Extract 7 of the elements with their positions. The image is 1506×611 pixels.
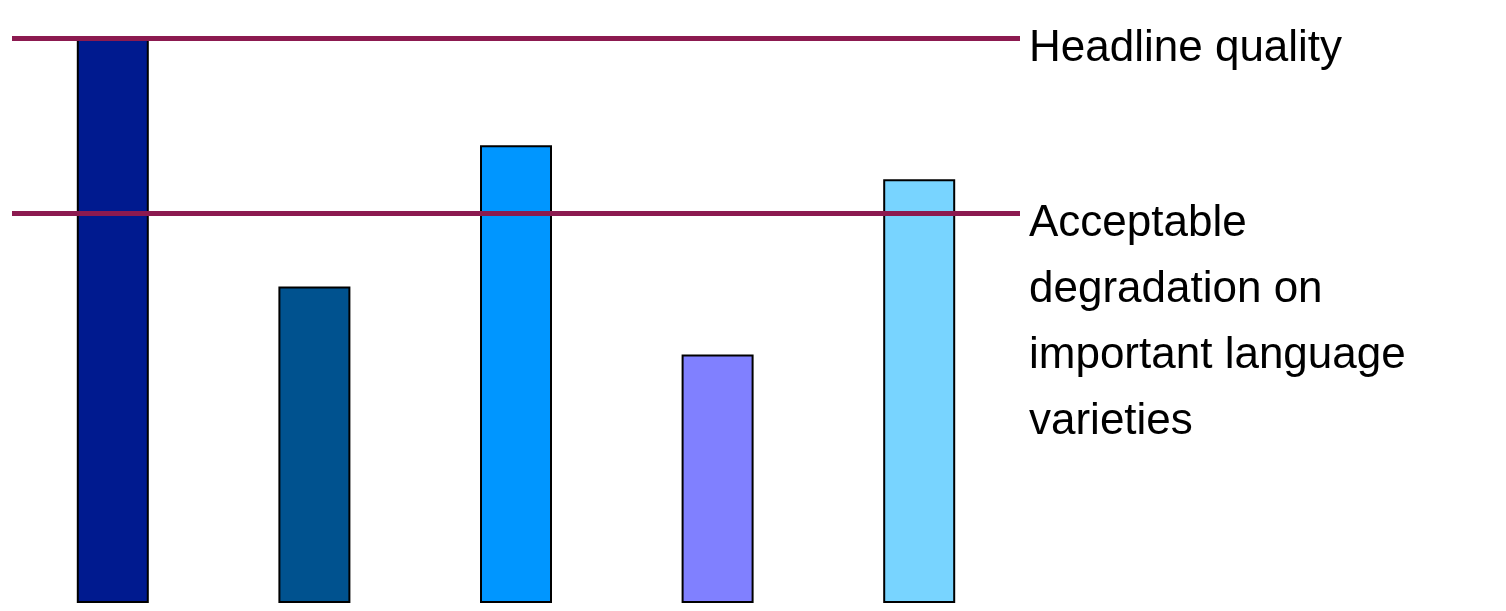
ref-line-label: Headline quality (1029, 20, 1343, 70)
bar (278, 286, 351, 603)
ref-line-label: Acceptable degradation on important language varieties (1029, 195, 1418, 443)
bar (883, 179, 956, 603)
bar (681, 354, 754, 603)
bar (76, 38, 149, 603)
bar (480, 145, 552, 603)
